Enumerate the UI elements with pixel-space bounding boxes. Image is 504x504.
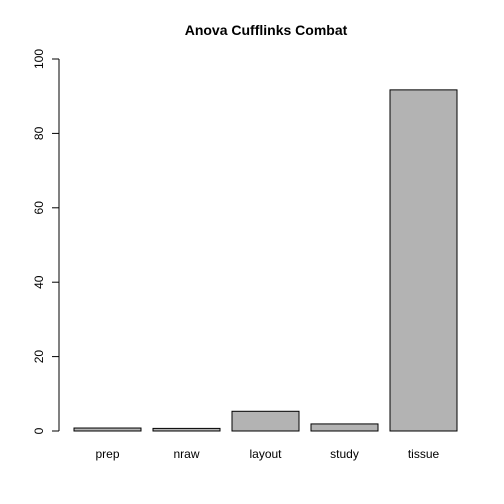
y-tick-label: 0 <box>32 427 46 434</box>
bar-study <box>310 423 379 432</box>
chart-title: Anova Cufflinks Combat <box>185 22 348 38</box>
y-tick-label: 20 <box>32 350 46 364</box>
y-axis: 0 20 40 60 80 100 <box>32 49 60 434</box>
y-tick-label: 60 <box>32 201 46 215</box>
y-tick-label: 80 <box>32 126 46 140</box>
bars <box>73 89 458 432</box>
bar-layout <box>231 410 300 432</box>
x-axis-labels: prep nraw layout study tissue <box>95 447 439 461</box>
y-tick-label: 100 <box>32 49 46 69</box>
x-tick-label: nraw <box>173 447 199 461</box>
x-tick-label: prep <box>95 447 119 461</box>
bar-tissue <box>389 89 458 432</box>
x-tick-label: study <box>330 447 359 461</box>
x-tick-label: layout <box>249 447 282 461</box>
bar-prep <box>73 427 142 432</box>
x-tick-label: tissue <box>408 447 440 461</box>
y-tick-label: 40 <box>32 275 46 289</box>
bar-nraw <box>152 427 221 432</box>
